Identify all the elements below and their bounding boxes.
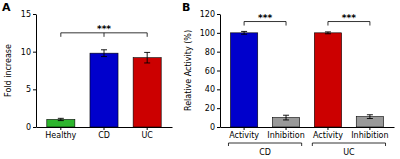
y-tick-label: 15 — [21, 10, 31, 19]
y-tick-label: 0 — [26, 123, 31, 132]
x-tick-mark — [104, 127, 105, 130]
x-tick-label: Activity — [313, 131, 343, 140]
panel: 020406080100120ActivityInhibitionActivit… — [182, 1, 395, 157]
panel-title: A — [2, 1, 11, 14]
y-tick-label: 120 — [200, 10, 215, 19]
plot-area — [47, 50, 161, 127]
y-axis-title: Relative Activity (%) — [184, 30, 193, 111]
bar — [90, 53, 118, 127]
bar — [133, 58, 161, 127]
error-bar — [367, 115, 373, 119]
group-label: CD — [259, 148, 271, 157]
x-tick: Activity — [313, 127, 343, 140]
x-tick-label: CD — [98, 131, 110, 140]
x-tick-mark — [244, 127, 245, 130]
x-tick-mark — [60, 127, 61, 130]
x-tick-mark — [147, 127, 148, 130]
y-tick: 20 — [205, 104, 220, 113]
y-tick-label: 0 — [210, 123, 215, 132]
error-bar — [241, 31, 247, 34]
y-tick-mark — [217, 127, 220, 128]
x-tick: CD — [98, 127, 110, 140]
x-tick-label: Healthy — [45, 131, 76, 140]
x-axis-line — [221, 127, 395, 128]
y-tick-mark — [33, 89, 36, 90]
y-axis-line — [220, 15, 221, 128]
y-tick-mark — [217, 14, 220, 15]
y-tick-mark — [217, 89, 220, 90]
y-tick-mark — [33, 127, 36, 128]
panel: 0 5 10 15 Healthy CD UC Fold increase A *** — [2, 1, 173, 140]
x-tick: Healthy — [45, 127, 76, 140]
y-axis-line — [36, 15, 37, 128]
x-axis: Activity Inhibition Activity Inhibition — [221, 127, 395, 140]
y-tick-mark — [217, 71, 220, 72]
x-tick-mark — [286, 127, 287, 130]
y-tick-mark — [33, 52, 36, 53]
error-bar — [58, 118, 64, 120]
x-tick-label: Inhibition — [267, 131, 304, 140]
y-tick: 60 — [205, 67, 220, 76]
significance-label: *** — [342, 13, 356, 23]
bar — [314, 33, 341, 127]
y-tick: 120 — [200, 10, 220, 19]
y-tick-label: 100 — [200, 29, 215, 38]
y-axis-title: Fold increase — [4, 44, 13, 97]
y-tick: 0 — [26, 123, 36, 132]
chart-root: 0 5 10 15 Healthy CD UC Fold increase A *** 0 20 40 6… — [0, 0, 400, 159]
chart-svg: 0 5 10 15 Healthy CD UC Fold increase A *** 0 20 40 6… — [0, 0, 400, 159]
y-tick-mark — [217, 52, 220, 53]
x-tick-label: Activity — [229, 131, 259, 140]
y-axis: 0 5 10 15 — [21, 10, 37, 132]
x-tick: UC — [141, 127, 153, 140]
x-tick: Inhibition — [351, 127, 388, 140]
bar — [230, 33, 257, 127]
y-tick: 80 — [205, 48, 220, 57]
y-tick: 15 — [21, 10, 36, 19]
y-tick-label: 80 — [205, 48, 215, 57]
y-axis: 0 20 40 60 80 100 120 — [200, 10, 221, 132]
error-bar — [144, 52, 150, 63]
y-tick-label: 10 — [21, 48, 31, 57]
x-tick-mark — [369, 127, 370, 130]
error-bar — [101, 50, 107, 57]
plot-area — [230, 31, 383, 127]
x-axis: Healthy CD UC — [37, 127, 173, 140]
x-tick-label: Inhibition — [351, 131, 388, 140]
x-tick: Activity — [229, 127, 259, 140]
y-tick-label: 5 — [26, 85, 31, 94]
y-tick-mark — [217, 33, 220, 34]
x-tick-label: UC — [141, 131, 153, 140]
y-tick-mark — [33, 14, 36, 15]
group-bracket — [228, 143, 301, 146]
y-tick-label: 20 — [205, 104, 215, 113]
x-tick: Inhibition — [267, 127, 304, 140]
y-tick: 40 — [205, 85, 220, 94]
y-tick: 0 — [210, 123, 220, 132]
y-tick: 10 — [21, 48, 36, 57]
y-tick: 5 — [26, 85, 36, 94]
error-bar — [283, 115, 289, 120]
significance-label: *** — [258, 13, 272, 23]
significance-label: *** — [97, 24, 111, 34]
y-tick-mark — [217, 108, 220, 109]
y-tick: 100 — [200, 29, 220, 38]
panel-title: B — [182, 1, 190, 14]
group-bracket — [312, 143, 385, 146]
y-tick-label: 40 — [205, 85, 215, 94]
x-tick-mark — [327, 127, 328, 130]
group-label: UC — [343, 148, 355, 157]
error-bar — [325, 32, 331, 34]
y-tick-label: 60 — [205, 67, 215, 76]
